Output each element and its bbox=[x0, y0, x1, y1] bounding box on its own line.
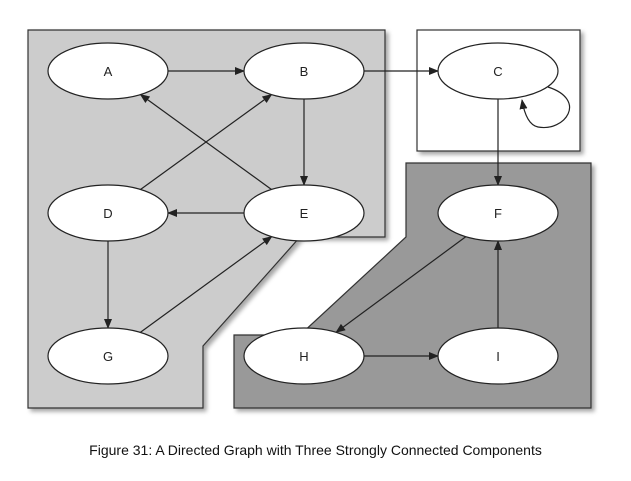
component-region-scc1 bbox=[27, 29, 386, 409]
node-layer: A B C D E F G H I bbox=[47, 42, 559, 385]
edge-e-a bbox=[139, 93, 272, 190]
node-ellipse bbox=[47, 42, 169, 100]
figure-caption: Figure 31: A Directed Graph with Three S… bbox=[89, 442, 542, 458]
node-d: D bbox=[47, 184, 169, 242]
node-ellipse bbox=[437, 42, 559, 100]
node-label: F bbox=[494, 206, 502, 221]
edge-c-c bbox=[519, 86, 571, 129]
node-b: B bbox=[243, 42, 365, 100]
node-label: B bbox=[300, 64, 309, 79]
node-g: G bbox=[47, 327, 169, 385]
node-label: C bbox=[493, 64, 502, 79]
node-label: H bbox=[299, 349, 308, 364]
node-ellipse bbox=[437, 184, 559, 242]
node-h: H bbox=[243, 327, 365, 385]
node-ellipse bbox=[437, 327, 559, 385]
node-label: D bbox=[103, 206, 112, 221]
node-ellipse bbox=[243, 42, 365, 100]
edge-g-e bbox=[139, 235, 273, 333]
node-f: F bbox=[437, 184, 559, 242]
node-e: E bbox=[243, 184, 365, 242]
node-c: C bbox=[437, 42, 559, 100]
edge-f-h bbox=[335, 236, 467, 333]
node-label: I bbox=[496, 349, 500, 364]
node-ellipse bbox=[47, 327, 169, 385]
node-label: G bbox=[103, 349, 113, 364]
node-i: I bbox=[437, 327, 559, 385]
node-ellipse bbox=[243, 184, 365, 242]
node-ellipse bbox=[47, 184, 169, 242]
node-label: E bbox=[300, 206, 309, 221]
node-label: A bbox=[104, 64, 113, 79]
edge-layer bbox=[104, 67, 571, 360]
node-ellipse bbox=[243, 327, 365, 385]
node-a: A bbox=[47, 42, 169, 100]
